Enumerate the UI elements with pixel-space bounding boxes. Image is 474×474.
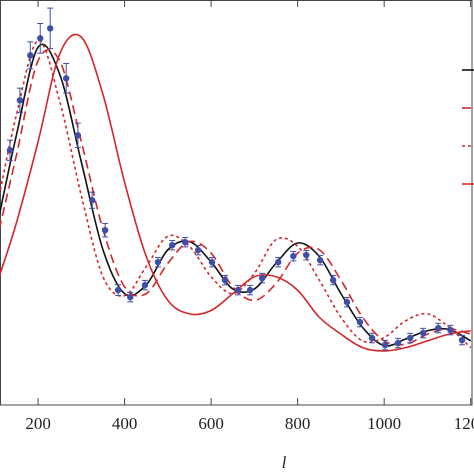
data-point <box>27 52 34 59</box>
data-point <box>381 341 389 349</box>
data-point <box>329 276 337 284</box>
data-point <box>303 251 310 259</box>
data-point <box>101 226 109 234</box>
x-tick-label: 400 <box>112 414 138 433</box>
x-tick-label: 1200 <box>454 414 474 433</box>
data-point <box>406 334 414 342</box>
data-point <box>114 286 122 294</box>
data-point <box>343 298 351 306</box>
series-line <box>0 48 471 346</box>
x-tick-label: 1000 <box>367 414 401 433</box>
data-point <box>168 241 176 249</box>
data-point <box>16 97 24 104</box>
x-tick-label: 200 <box>25 414 51 433</box>
data-point <box>37 35 44 42</box>
data-point <box>154 258 162 266</box>
data-point <box>394 339 402 347</box>
data-point <box>181 238 189 246</box>
data-point <box>221 276 229 284</box>
data-point <box>435 324 442 332</box>
x-tick-label: 600 <box>198 414 224 433</box>
data-point <box>419 329 427 337</box>
data-point <box>88 197 96 204</box>
data-point <box>46 25 54 32</box>
data-point <box>74 132 82 139</box>
data-point <box>234 286 242 294</box>
data-point <box>368 334 376 342</box>
data-point <box>447 326 454 334</box>
data-point <box>316 256 324 264</box>
data-point <box>141 281 149 289</box>
data-point <box>274 258 282 266</box>
data-point <box>356 318 364 326</box>
data-point <box>458 336 466 344</box>
data-point <box>6 147 14 154</box>
x-axis-label: l <box>282 453 287 472</box>
data-point <box>127 293 134 301</box>
series-line <box>0 43 472 347</box>
data-point <box>208 258 216 266</box>
series-line <box>0 39 472 349</box>
data-point <box>62 75 70 82</box>
series-line <box>0 33 471 352</box>
data-point <box>290 252 297 260</box>
data-point <box>246 286 254 294</box>
plot-frame <box>0 0 473 406</box>
data-point <box>194 246 202 254</box>
data-point <box>258 274 266 282</box>
x-tick-label: 800 <box>285 414 311 433</box>
